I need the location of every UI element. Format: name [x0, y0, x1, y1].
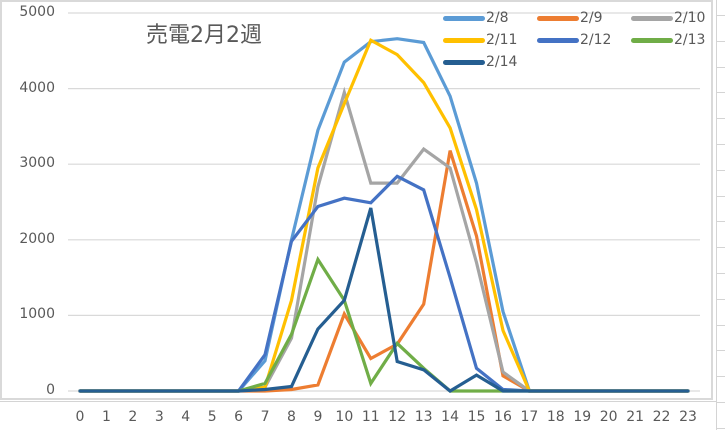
x-tick-label: 8	[287, 409, 296, 425]
gridlines	[68, 12, 700, 392]
x-tick-label: 7	[260, 409, 270, 425]
sheet-row-divider	[716, 376, 725, 377]
x-tick-label: 23	[679, 409, 697, 425]
x-tick-label: 15	[467, 409, 486, 425]
x-tick-label: 6	[234, 409, 244, 425]
x-tick-label: 13	[414, 409, 433, 425]
y-tick-label: 0	[46, 382, 55, 398]
x-tick-label: 21	[626, 409, 645, 425]
y-tick-label: 3000	[19, 155, 55, 172]
legend-label: 2/11	[486, 32, 518, 48]
sheet-row-divider	[716, 247, 725, 248]
legend-swatch-icon	[443, 59, 485, 65]
legend-item-2-11[interactable]: 2/11	[443, 30, 517, 50]
sheet-row-divider	[716, 273, 725, 274]
legend-item-2-8[interactable]: 2/8	[443, 8, 509, 28]
legend-item-2-12[interactable]: 2/12	[537, 30, 611, 50]
legend-label: 2/14	[486, 54, 518, 70]
series-line-2-11[interactable]	[78, 37, 690, 393]
x-tick-label: 4	[181, 409, 191, 425]
y-tick-label: 2000	[19, 230, 55, 247]
legend-swatch-icon	[537, 37, 579, 43]
series-line-2-10[interactable]	[78, 86, 690, 393]
series-line-2-14[interactable]	[78, 207, 690, 393]
sheet-row-divider	[716, 92, 725, 93]
x-tick-label: 9	[313, 409, 323, 425]
x-tick-label: 2	[128, 409, 138, 425]
sheet-row-divider	[716, 428, 725, 429]
y-tick-label: 5000	[19, 4, 55, 20]
x-tick-label: 18	[546, 409, 565, 425]
legend-label: 2/9	[580, 10, 603, 26]
series-lines	[78, 37, 690, 393]
legend-item-2-10[interactable]: 2/10	[631, 8, 705, 28]
x-tick-label: 12	[388, 409, 407, 425]
x-tick-label: 10	[335, 409, 354, 425]
legend-swatch-icon	[631, 37, 673, 43]
sheet-row-divider	[716, 41, 725, 42]
legend-swatch-icon	[537, 15, 579, 21]
legend-label: 2/8	[486, 10, 509, 26]
chart-title[interactable]: 売電2月2週	[146, 23, 262, 48]
sheet-row-divider	[716, 15, 725, 16]
sheet-row-divider	[716, 402, 725, 403]
x-tick-label: 5	[207, 409, 217, 425]
x-tick-label: 19	[573, 409, 592, 425]
legend-swatch-icon	[631, 15, 673, 21]
legend-swatch-icon	[443, 37, 485, 43]
sheet-column-gridline	[716, 0, 717, 430]
legend-label: 2/12	[580, 32, 612, 48]
sheet-row-divider	[716, 350, 725, 351]
sheet-row-divider	[716, 221, 725, 222]
x-tick-label: 14	[441, 409, 459, 425]
sheet-row-gridline	[0, 401, 716, 402]
sheet-row-divider	[716, 325, 725, 326]
sheet-row-divider	[716, 67, 725, 68]
legend-item-2-14[interactable]: 2/14	[443, 52, 517, 72]
x-tick-label: 11	[361, 409, 380, 425]
y-tick-label: 1000	[19, 306, 55, 323]
x-tick-label: 0	[75, 409, 85, 425]
legend-swatch-icon	[443, 15, 485, 21]
legend-label: 2/13	[674, 32, 706, 48]
legend-item-2-13[interactable]: 2/13	[631, 30, 705, 50]
x-tick-label: 22	[652, 409, 671, 425]
sheet-row-divider	[716, 144, 725, 145]
legend-label: 2/10	[674, 10, 706, 26]
x-tick-label: 1	[101, 409, 111, 425]
x-tick-label: 20	[599, 409, 618, 425]
x-tick-label: 16	[494, 409, 512, 425]
series-line-2-9[interactable]	[78, 150, 690, 393]
y-tick-label: 4000	[19, 79, 55, 96]
x-tick-label: 3	[154, 409, 164, 425]
series-line-2-8[interactable]	[78, 37, 690, 393]
sheet-row-divider	[716, 196, 725, 197]
sheet-row-divider	[716, 299, 725, 300]
x-tick-label: 17	[520, 409, 539, 425]
sheet-row-divider	[716, 118, 725, 119]
sheet-row-divider	[716, 170, 725, 171]
legend-item-2-9[interactable]: 2/9	[537, 8, 603, 28]
